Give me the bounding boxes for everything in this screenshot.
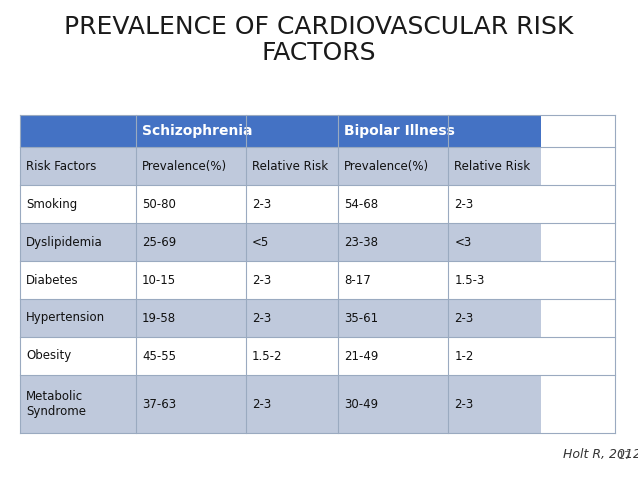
Text: Diabetes: Diabetes [26,274,78,286]
Bar [136,375,246,433]
Text: 1-2: 1-2 [454,350,474,363]
Bar [20,375,136,433]
Text: 2-3: 2-3 [252,311,271,324]
Bar [136,115,338,147]
Text: FACTORS: FACTORS [262,41,376,65]
Text: 1.5-3: 1.5-3 [454,274,485,286]
Text: 35-61: 35-61 [345,311,378,324]
Bar [338,375,449,433]
Bar [338,261,449,299]
Bar [20,185,136,223]
Text: Dyslipidemia: Dyslipidemia [26,236,103,249]
Text: 23-38: 23-38 [345,236,378,249]
Text: 2-3: 2-3 [454,311,473,324]
Bar [338,147,449,185]
Bar [449,185,540,223]
Text: 1.5-2: 1.5-2 [252,350,283,363]
Text: 54-68: 54-68 [345,197,378,210]
Bar [338,299,449,337]
Text: 8-17: 8-17 [345,274,371,286]
Bar [246,223,338,261]
Text: 50-80: 50-80 [142,197,176,210]
Text: 37-63: 37-63 [142,398,176,411]
Bar [246,299,338,337]
Text: Metabolic
Syndrome: Metabolic Syndrome [26,390,86,418]
Text: 30-49: 30-49 [345,398,378,411]
Text: Bipolar Illness: Bipolar Illness [345,124,455,138]
Bar [246,261,338,299]
Text: 21-49: 21-49 [345,350,379,363]
Bar [338,115,540,147]
Bar [449,337,540,375]
Bar [136,185,246,223]
Text: 2-3: 2-3 [252,197,271,210]
Text: Obesity: Obesity [26,350,71,363]
Text: <3: <3 [454,236,471,249]
Text: Smoking: Smoking [26,197,77,210]
Text: Schizophrenia: Schizophrenia [142,124,253,138]
Text: Risk Factors: Risk Factors [26,160,96,172]
Bar [136,147,246,185]
Text: Prevalence(%): Prevalence(%) [142,160,227,172]
Bar [20,337,136,375]
Bar [449,375,540,433]
Text: 2-3: 2-3 [454,398,473,411]
Bar [449,223,540,261]
Text: 2-3: 2-3 [454,197,473,210]
Bar [20,147,136,185]
Bar [449,299,540,337]
Bar [338,337,449,375]
Text: Hypertension: Hypertension [26,311,105,324]
Bar [246,337,338,375]
Text: <5: <5 [252,236,269,249]
Text: Prevalence(%): Prevalence(%) [345,160,429,172]
Text: 10-15: 10-15 [142,274,176,286]
Bar [136,261,246,299]
Text: 17: 17 [618,451,632,461]
Bar [20,261,136,299]
Text: PREVALENCE OF CARDIOVASCULAR RISK: PREVALENCE OF CARDIOVASCULAR RISK [64,15,574,39]
Bar [338,223,449,261]
Bar [20,223,136,261]
Bar [449,147,540,185]
Bar [246,185,338,223]
Text: 45-55: 45-55 [142,350,176,363]
Bar [136,299,246,337]
Bar [20,299,136,337]
Bar [136,337,246,375]
Bar [246,147,338,185]
Text: Holt R, 2012: Holt R, 2012 [563,448,638,461]
Text: 25-69: 25-69 [142,236,176,249]
Bar [20,115,136,147]
Bar [338,185,449,223]
Text: 19-58: 19-58 [142,311,176,324]
Bar [449,261,540,299]
Text: 2-3: 2-3 [252,274,271,286]
Text: 2-3: 2-3 [252,398,271,411]
Bar [136,223,246,261]
Text: Relative Risk: Relative Risk [252,160,328,172]
Bar [246,375,338,433]
Text: Relative Risk: Relative Risk [454,160,531,172]
